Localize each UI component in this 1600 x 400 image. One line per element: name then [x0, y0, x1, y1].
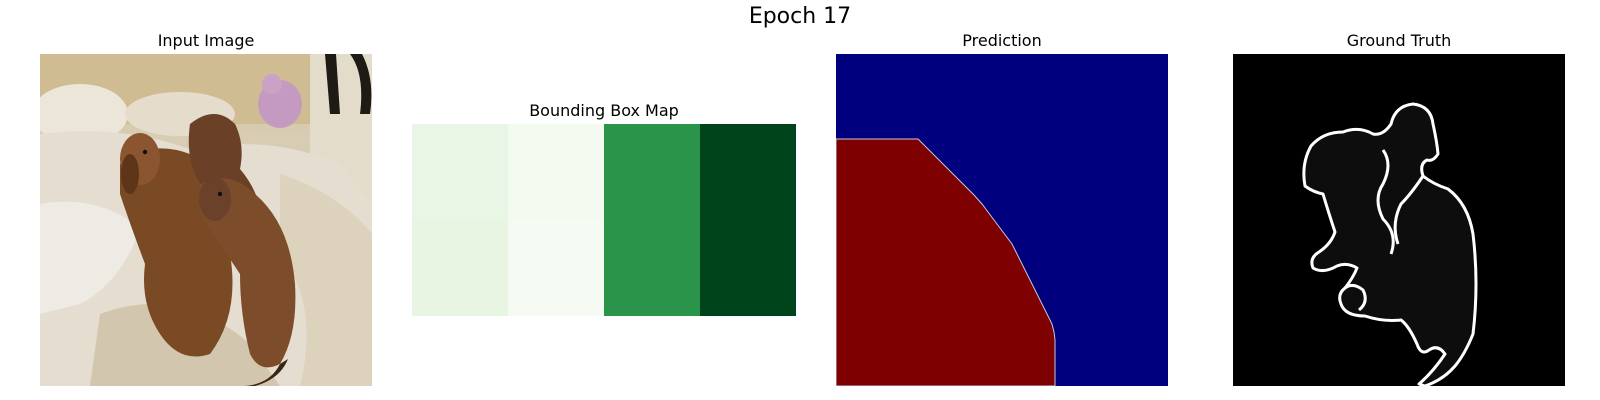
bbox-cell-r0-c1: [508, 124, 605, 221]
bbox-cell-r1-c1: [508, 220, 605, 316]
panel-title-bounding-box-map: Bounding Box Map: [529, 101, 679, 120]
bbox-cell-r1-c3: [700, 220, 796, 316]
figure-title: Epoch 17: [748, 4, 852, 29]
bounding-box-map: [412, 124, 796, 316]
panel-title-ground-truth: Ground Truth: [1346, 31, 1452, 50]
bbox-cell-r1-c0: [412, 220, 509, 316]
bbox-cell-r0-c0: [412, 124, 509, 221]
panel-title-input-image: Input Image: [157, 31, 255, 50]
ground-truth-mask: [1233, 54, 1565, 386]
input-image: [40, 54, 372, 386]
bbox-cell-r0-c3: [700, 124, 796, 221]
prediction-mask: [836, 54, 1168, 386]
bbox-cell-r0-c2: [604, 124, 701, 221]
panel-title-prediction: Prediction: [962, 31, 1042, 50]
bbox-cell-r1-c2: [604, 220, 701, 316]
